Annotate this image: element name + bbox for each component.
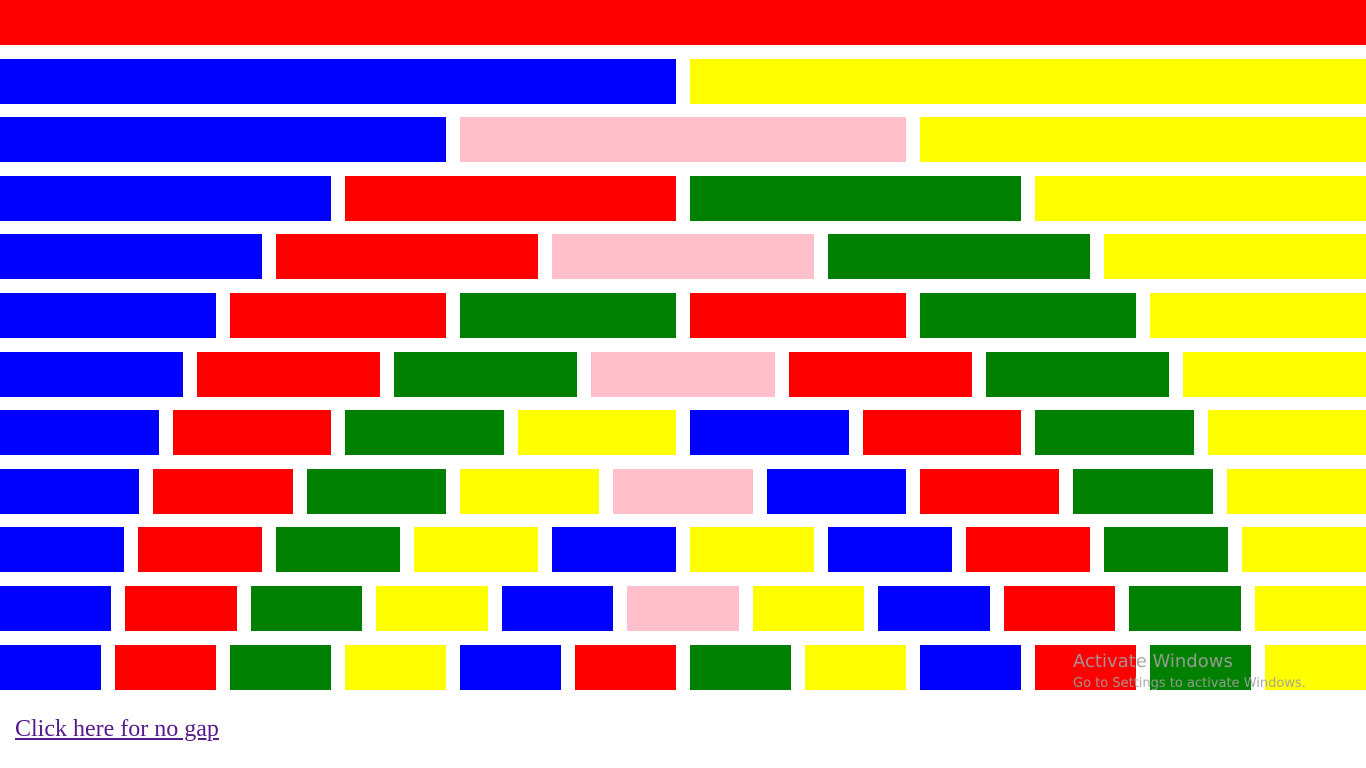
blue-block [0, 468, 140, 514]
yellow-block [345, 644, 446, 690]
green-block [460, 292, 676, 338]
pink-block [591, 351, 775, 397]
yellow-block [459, 468, 600, 514]
red-block [138, 527, 262, 573]
green-block [1035, 410, 1194, 456]
yellow-block [1226, 468, 1366, 514]
yellow-block [1265, 644, 1366, 690]
green-block [985, 351, 1169, 397]
yellow-block [1242, 527, 1366, 573]
pink-block [613, 468, 753, 514]
red-block [0, 0, 1366, 45]
no-gap-link[interactable]: Click here for no gap [15, 716, 219, 742]
yellow-block [1254, 585, 1366, 631]
block-row-10 [0, 527, 1366, 573]
red-block [966, 527, 1090, 573]
yellow-block [1182, 351, 1366, 397]
yellow-block [752, 585, 865, 631]
yellow-block [1104, 234, 1366, 280]
block-row-12 [0, 644, 1366, 690]
blue-block [0, 117, 446, 163]
block-row-2 [0, 58, 1366, 104]
yellow-block [690, 58, 1366, 104]
blue-block [0, 292, 216, 338]
red-block [276, 234, 538, 280]
blue-block [460, 644, 561, 690]
link-container: Click here for no gap [15, 716, 219, 743]
yellow-block [376, 585, 488, 631]
blue-block [552, 527, 676, 573]
green-block [276, 527, 400, 573]
yellow-block [920, 117, 1366, 163]
green-block [230, 644, 331, 690]
red-block [115, 644, 216, 690]
blue-block [878, 585, 990, 631]
yellow-block [517, 410, 676, 456]
green-block [1073, 468, 1213, 514]
yellow-block [1150, 292, 1366, 338]
green-block [250, 585, 363, 631]
red-block [197, 351, 381, 397]
yellow-block [1207, 410, 1366, 456]
green-block [394, 351, 578, 397]
block-row-8 [0, 410, 1366, 456]
color-block-grid [0, 0, 1366, 690]
green-block [690, 175, 1021, 221]
block-row-5 [0, 234, 1366, 280]
pink-block [460, 117, 906, 163]
yellow-block [414, 527, 538, 573]
blue-block [828, 527, 952, 573]
blue-block [0, 410, 159, 456]
green-block [345, 410, 504, 456]
block-row-9 [0, 468, 1366, 514]
red-block [690, 292, 906, 338]
red-block [788, 351, 972, 397]
blue-block [0, 58, 676, 104]
blue-block [0, 527, 124, 573]
yellow-block [690, 527, 814, 573]
blue-block [0, 585, 112, 631]
green-block [828, 234, 1090, 280]
pink-block [552, 234, 814, 280]
green-block [920, 292, 1136, 338]
block-row-6 [0, 292, 1366, 338]
block-row-4 [0, 175, 1366, 221]
blue-block [501, 585, 614, 631]
green-block [1150, 644, 1251, 690]
blue-block [0, 351, 184, 397]
red-block [1003, 585, 1116, 631]
red-block [230, 292, 446, 338]
block-row-1 [0, 0, 1366, 45]
block-row-11 [0, 585, 1366, 631]
blue-block [0, 234, 262, 280]
green-block [1104, 527, 1228, 573]
blue-block [0, 175, 331, 221]
blue-block [766, 468, 906, 514]
blue-block [0, 644, 101, 690]
blue-block [920, 644, 1021, 690]
red-block [1035, 644, 1136, 690]
red-block [125, 585, 237, 631]
block-row-3 [0, 117, 1366, 163]
red-block [172, 410, 331, 456]
red-block [345, 175, 676, 221]
red-block [153, 468, 293, 514]
pink-block [627, 585, 739, 631]
green-block [1129, 585, 1241, 631]
yellow-block [1035, 175, 1366, 221]
yellow-block [805, 644, 906, 690]
green-block [306, 468, 446, 514]
red-block [919, 468, 1060, 514]
green-block [690, 644, 791, 690]
red-block [862, 410, 1021, 456]
red-block [575, 644, 676, 690]
block-row-7 [0, 351, 1366, 397]
blue-block [690, 410, 849, 456]
